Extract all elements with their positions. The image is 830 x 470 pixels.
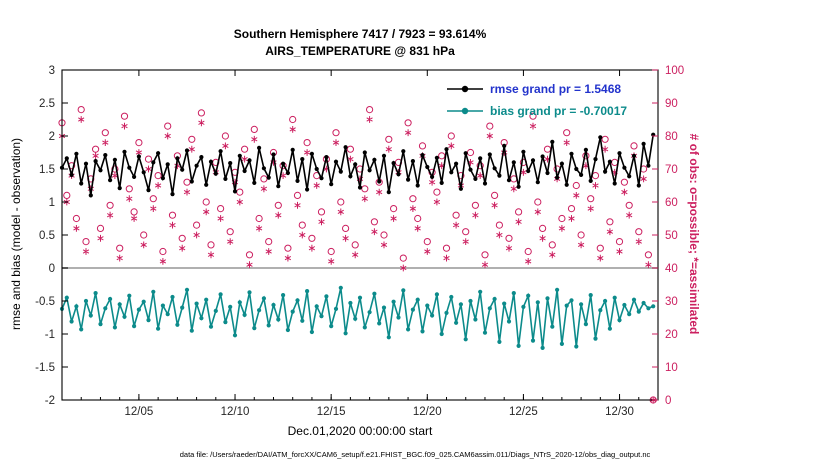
left-axis-ticks xyxy=(62,69,68,401)
possible-obs-scatter xyxy=(58,106,657,404)
right-tick-label: 90 xyxy=(665,98,678,110)
right-tick-label: 100 xyxy=(665,65,684,77)
left-tick-label: 1 xyxy=(49,197,55,209)
x-tick-label: 12/15 xyxy=(317,406,346,418)
title-line1: Southern Hemisphere 7417 / 7923 = 93.614… xyxy=(233,27,487,41)
left-tick-label: 2 xyxy=(49,131,55,143)
right-tick-label: 40 xyxy=(665,263,678,275)
left-tick-label: -0.5 xyxy=(35,296,55,308)
legend: rmse grand pr = 1.5468 bias grand pr = -… xyxy=(446,78,627,122)
left-tick-label: -2 xyxy=(45,395,55,407)
x-tick-label: 12/05 xyxy=(125,406,154,418)
right-tick-label: 80 xyxy=(665,131,678,143)
left-tick-label: -1.5 xyxy=(35,362,55,374)
right-axis-label: # of obs: o=possible; *=assimilated xyxy=(687,133,701,335)
datafile-caption: data file: /Users/raeder/DAI/ATM_forcXX/… xyxy=(179,450,651,459)
right-tick-label: 30 xyxy=(665,296,678,308)
bias-legend-label: bias grand pr = -0.70017 xyxy=(490,104,628,118)
left-tick-label: 0.5 xyxy=(39,230,55,242)
right-axis-ticks xyxy=(652,69,658,401)
legend-row-bias: bias grand pr = -0.70017 xyxy=(446,100,627,122)
left-tick-label: 2.5 xyxy=(39,98,55,110)
x-tick-label: 12/25 xyxy=(509,406,538,418)
left-axis-label: rmse and bias (model - observation) xyxy=(9,137,23,331)
x-axis-label: Dec.01,2020 00:00:00 start xyxy=(287,424,433,438)
right-tick-label: 20 xyxy=(665,329,678,341)
left-tick-label: 0 xyxy=(49,263,55,275)
title-line2: AIRS_TEMPERATURE @ 831 hPa xyxy=(265,44,455,58)
left-tick-label: -1 xyxy=(45,329,55,341)
right-tick-label: 50 xyxy=(665,230,678,242)
bias-line xyxy=(61,287,654,348)
legend-row-rmse: rmse grand pr = 1.5468 xyxy=(446,78,627,100)
rmse-legend-marker-icon xyxy=(447,85,483,93)
left-tick-label: 3 xyxy=(49,65,55,77)
right-tick-label: 10 xyxy=(665,362,678,374)
right-tick-label: 60 xyxy=(665,197,678,209)
left-tick-label: 1.5 xyxy=(39,164,55,176)
rmse-markers xyxy=(59,132,656,198)
rmse-line xyxy=(61,134,654,196)
x-tick-label: 12/20 xyxy=(413,406,442,418)
chart-title: Southern Hemisphere 7417 / 7923 = 93.614… xyxy=(62,26,658,60)
bias-legend-marker-icon xyxy=(447,107,483,115)
right-tick-label: 70 xyxy=(665,164,678,176)
bias-markers xyxy=(59,285,656,350)
assimilated-obs-scatter xyxy=(58,116,657,404)
x-tick-label: 12/30 xyxy=(605,406,634,418)
x-axis-ticks xyxy=(80,70,640,400)
rmse-legend-label: rmse grand pr = 1.5468 xyxy=(490,82,622,96)
x-tick-label: 12/10 xyxy=(221,406,250,418)
right-tick-label: 0 xyxy=(665,395,671,407)
